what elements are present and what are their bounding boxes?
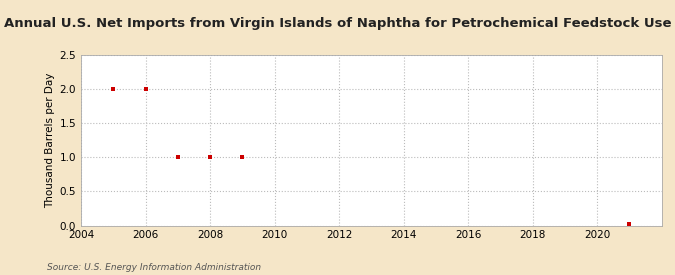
Point <box>108 87 119 91</box>
Text: Annual U.S. Net Imports from Virgin Islands of Naphtha for Petrochemical Feedsto: Annual U.S. Net Imports from Virgin Isla… <box>4 16 671 29</box>
Text: Source: U.S. Energy Information Administration: Source: U.S. Energy Information Administ… <box>47 263 261 272</box>
Point <box>237 155 248 160</box>
Y-axis label: Thousand Barrels per Day: Thousand Barrels per Day <box>45 73 55 208</box>
Point <box>140 87 151 91</box>
Point <box>172 155 183 160</box>
Point <box>205 155 215 160</box>
Point <box>624 222 634 226</box>
